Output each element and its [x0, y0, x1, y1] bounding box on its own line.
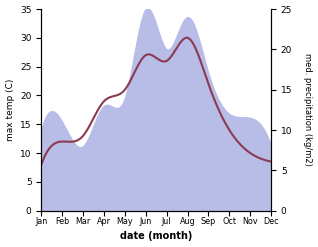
Y-axis label: med. precipitation (kg/m2): med. precipitation (kg/m2)	[303, 53, 313, 166]
Y-axis label: max temp (C): max temp (C)	[5, 79, 15, 141]
X-axis label: date (month): date (month)	[120, 231, 192, 242]
